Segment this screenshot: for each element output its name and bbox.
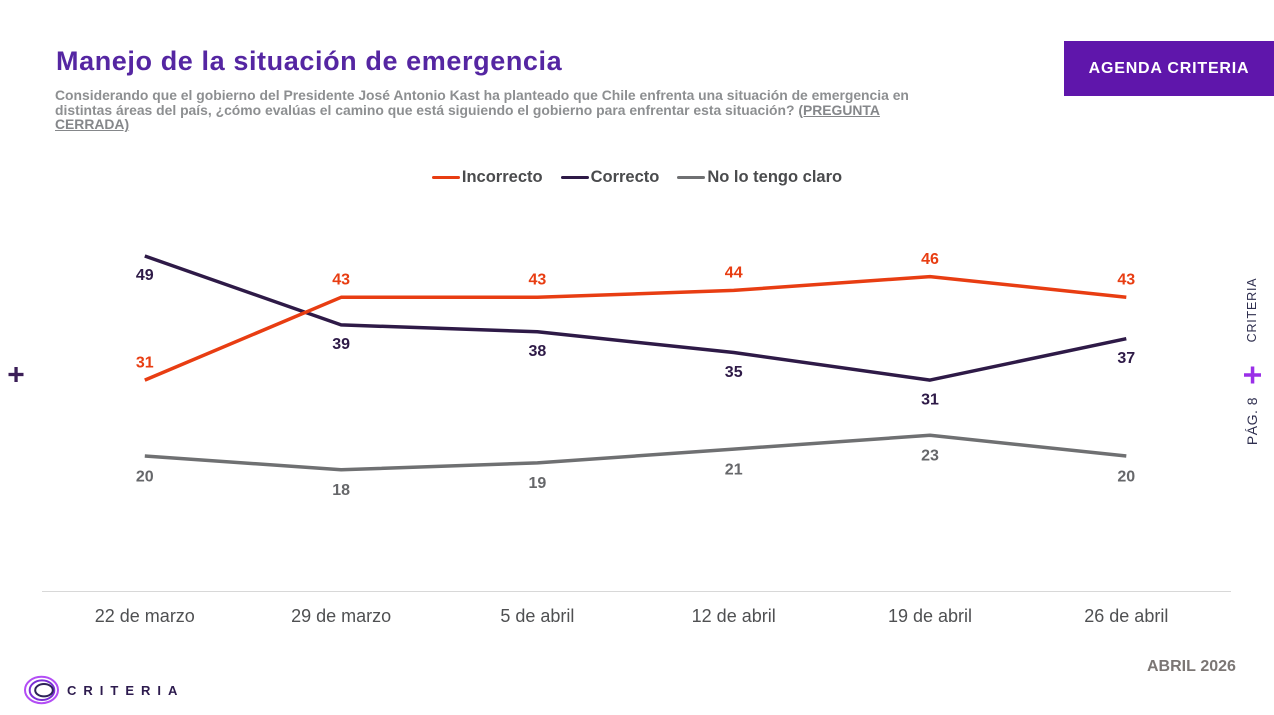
svg-text:23: 23: [921, 448, 939, 465]
svg-text:18: 18: [332, 482, 350, 499]
svg-text:31: 31: [136, 354, 154, 371]
svg-text:20: 20: [1117, 468, 1135, 485]
svg-text:CRITERIA: CRITERIA: [67, 683, 184, 698]
svg-text:49: 49: [136, 267, 154, 284]
svg-text:43: 43: [529, 272, 547, 289]
svg-text:37: 37: [1117, 350, 1135, 367]
svg-text:39: 39: [332, 336, 350, 353]
svg-text:20: 20: [136, 468, 154, 485]
svg-text:21: 21: [725, 461, 743, 478]
svg-text:31: 31: [921, 391, 939, 408]
svg-text:44: 44: [725, 265, 743, 282]
svg-text:35: 35: [725, 364, 743, 381]
svg-text:43: 43: [1117, 272, 1135, 289]
svg-text:19: 19: [529, 475, 547, 492]
svg-text:38: 38: [529, 343, 547, 360]
svg-text:43: 43: [332, 272, 350, 289]
svg-text:46: 46: [921, 251, 939, 268]
